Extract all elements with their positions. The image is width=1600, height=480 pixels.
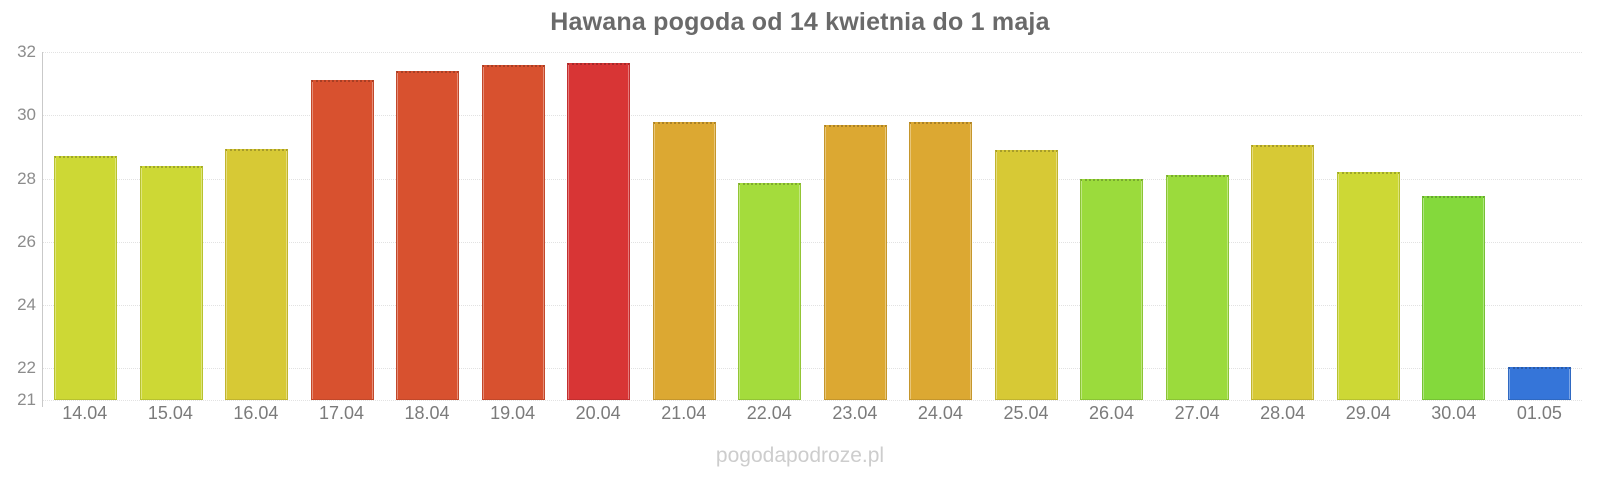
x-tick-label-18.04: 18.04	[404, 403, 450, 423]
bar-slot-22.04	[727, 52, 813, 400]
gridline-22	[43, 368, 1582, 370]
x-tick-label-19.04: 19.04	[490, 403, 536, 423]
bar-slot-23.04	[813, 52, 899, 400]
bar-18.04	[396, 70, 460, 400]
y-tick-label-22: 22	[17, 358, 36, 378]
x-tick-label-24.04: 24.04	[917, 403, 963, 423]
gridline-26	[43, 241, 1582, 243]
bar-slot-26.04	[1069, 52, 1155, 400]
bar-slot-25.04	[984, 52, 1070, 400]
x-tick-label-14.04: 14.04	[62, 403, 108, 423]
bar-slot-14.04	[43, 52, 129, 400]
bar-slot-01.05	[1497, 52, 1583, 400]
gridline-24	[43, 305, 1582, 307]
bar-20.04	[567, 63, 631, 400]
bar-slot-24.04	[898, 52, 984, 400]
bar-slot-17.04	[300, 52, 386, 400]
x-tick-label-15.04: 15.04	[147, 403, 193, 423]
bar-15.04	[139, 165, 203, 400]
x-tick-label-16.04: 16.04	[233, 403, 279, 423]
bar-21.04	[652, 121, 716, 400]
y-tick-label-30: 30	[17, 105, 36, 125]
bar-25.04	[994, 150, 1058, 400]
x-tick-label-26.04: 26.04	[1089, 403, 1135, 423]
x-tick-label-27.04: 27.04	[1174, 403, 1220, 423]
bar-slot-27.04	[1155, 52, 1241, 400]
x-tick-label-01.05: 01.05	[1516, 403, 1562, 423]
y-tick-label-28: 28	[17, 168, 36, 188]
y-axis-tick-stub	[42, 400, 43, 407]
bar-16.04	[225, 148, 289, 400]
bars-container	[43, 52, 1582, 400]
bar-slot-16.04	[214, 52, 300, 400]
gridline-28	[43, 178, 1582, 180]
bar-17.04	[310, 80, 374, 400]
x-tick-label-28.04: 28.04	[1260, 403, 1306, 423]
bar-26.04	[1080, 178, 1144, 400]
x-tick-label-21.04: 21.04	[661, 403, 707, 423]
x-tick-label-29.04: 29.04	[1345, 403, 1391, 423]
bar-slot-29.04	[1326, 52, 1412, 400]
bar-30.04	[1422, 195, 1486, 400]
bar-slot-19.04	[471, 52, 557, 400]
x-tick-label-20.04: 20.04	[575, 403, 621, 423]
bar-01.05	[1507, 366, 1571, 400]
x-axis-labels: 14.04 15.04 16.04 17.04 18.04 19.04 20.04 21.04…	[42, 403, 1582, 424]
gridline-21	[43, 400, 1582, 401]
bar-slot-28.04	[1240, 52, 1326, 400]
x-tick-label-30.04: 30.04	[1431, 403, 1477, 423]
bar-23.04	[823, 124, 887, 400]
plot-area	[42, 52, 1582, 401]
bar-slot-20.04	[556, 52, 642, 400]
bar-slot-21.04	[642, 52, 728, 400]
bar-27.04	[1165, 175, 1229, 400]
x-tick-label-23.04: 23.04	[832, 403, 878, 423]
x-tick-label-25.04: 25.04	[1003, 403, 1049, 423]
bar-19.04	[481, 64, 545, 400]
gridline-32	[43, 52, 1582, 53]
watermark-text: pogodapodroze.pl	[715, 444, 885, 467]
bar-22.04	[738, 183, 802, 400]
x-tick-label-22.04: 22.04	[746, 403, 792, 423]
y-tick-label-21: 21	[17, 390, 36, 409]
chart-title: Hawana pogoda od 14 kwietnia do 1 maja	[550, 8, 1050, 36]
bar-slot-18.04	[385, 52, 471, 400]
bar-24.04	[909, 121, 973, 400]
bar-14.04	[54, 156, 118, 400]
x-tick-label-17.04: 17.04	[318, 403, 364, 423]
bar-28.04	[1251, 145, 1315, 400]
y-axis-labels: 32 30 28 26 24 22 21	[0, 42, 36, 409]
bar-29.04	[1336, 172, 1400, 400]
bar-slot-30.04	[1411, 52, 1497, 400]
y-tick-label-32: 32	[17, 42, 36, 61]
bar-slot-15.04	[129, 52, 215, 400]
y-tick-label-24: 24	[17, 295, 36, 315]
y-tick-label-26: 26	[17, 231, 36, 251]
gridline-30	[43, 115, 1582, 117]
